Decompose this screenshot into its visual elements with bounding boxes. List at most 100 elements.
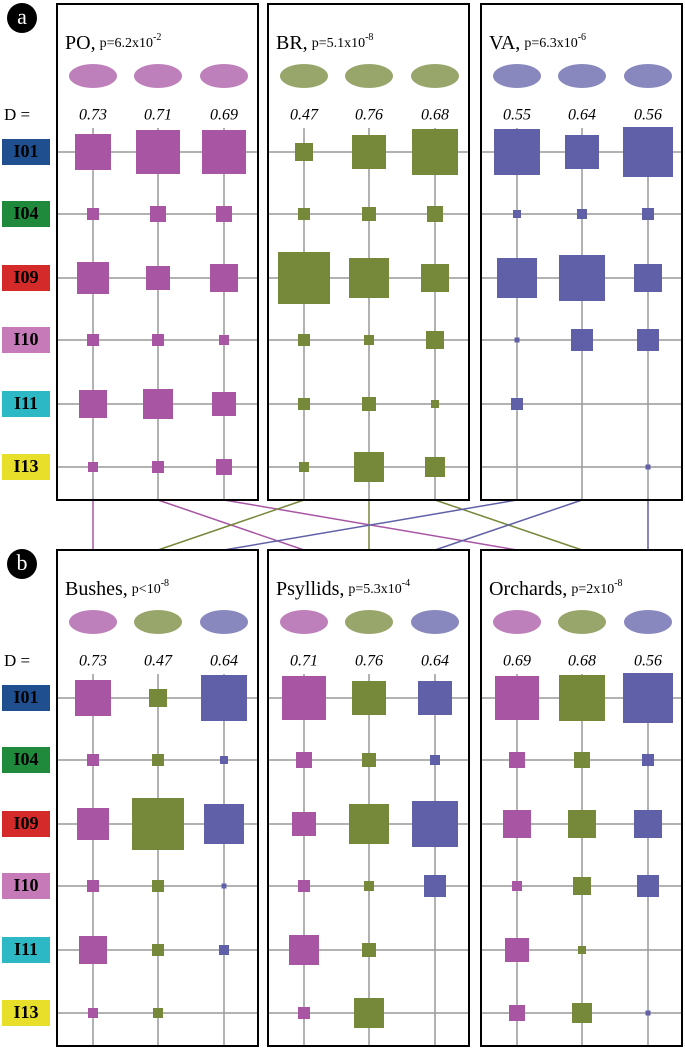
abundance-square xyxy=(88,462,98,472)
row-label-box xyxy=(2,139,50,165)
p-value: p=5.3x10 xyxy=(348,582,401,597)
abundance-square xyxy=(296,752,312,768)
abundance-square xyxy=(512,881,522,891)
abundance-square xyxy=(573,877,591,895)
abundance-square xyxy=(425,457,445,477)
group-box xyxy=(56,549,259,1047)
row-label-box xyxy=(2,391,50,417)
abundance-square xyxy=(623,127,673,177)
abundance-square xyxy=(216,459,232,475)
row-label: I11 xyxy=(14,393,38,413)
abundance-square xyxy=(298,208,310,220)
abundance-square xyxy=(559,255,605,301)
d-value: 0.71 xyxy=(290,653,318,670)
group-box xyxy=(267,549,470,1047)
icon xyxy=(69,64,117,88)
icon xyxy=(280,610,328,634)
d-value: 0.64 xyxy=(568,107,596,124)
row-label: I01 xyxy=(13,141,38,161)
connector xyxy=(223,499,518,551)
row-label: I09 xyxy=(13,813,38,833)
panel-badge xyxy=(7,549,37,579)
row-label: I13 xyxy=(13,456,38,476)
p-value: p=6.3x10 xyxy=(524,36,577,51)
p-exponent: -4 xyxy=(402,578,410,589)
icon xyxy=(493,610,541,634)
d-value: 0.68 xyxy=(421,107,449,124)
abundance-square xyxy=(354,452,384,482)
icon xyxy=(134,64,182,88)
abundance-square xyxy=(219,335,229,345)
icon xyxy=(134,610,182,634)
abundance-square xyxy=(513,210,521,218)
abundance-square xyxy=(289,935,319,965)
abundance-square xyxy=(509,1005,525,1021)
abundance-square xyxy=(565,135,599,169)
abundance-square xyxy=(634,264,662,292)
row-label-box xyxy=(2,685,50,711)
abundance-square xyxy=(578,946,586,954)
abundance-square xyxy=(212,392,236,416)
abundance-square xyxy=(362,943,376,957)
group-title: VA, p=6.3x10-6 xyxy=(489,32,586,54)
p-exponent: -2 xyxy=(153,32,161,43)
abundance-square xyxy=(87,208,99,220)
group-name: PO, xyxy=(65,32,96,54)
abundance-square xyxy=(352,681,386,715)
d-value: 0.56 xyxy=(634,107,662,124)
abundance-square xyxy=(153,1008,163,1018)
abundance-square xyxy=(637,329,659,351)
abundance-square xyxy=(152,944,164,956)
d-value: 0.76 xyxy=(355,107,383,124)
icon xyxy=(558,64,606,88)
abundance-square xyxy=(412,129,458,175)
abundance-square xyxy=(503,810,531,838)
abundance-square xyxy=(216,206,232,222)
group-box xyxy=(480,3,683,501)
row-label-box xyxy=(2,265,50,291)
abundance-square xyxy=(88,1008,98,1018)
p-value: p=5.1x10 xyxy=(312,36,365,51)
abundance-square xyxy=(354,998,384,1028)
panel-badge xyxy=(7,3,37,33)
row-label: I10 xyxy=(13,875,38,895)
abundance-square xyxy=(431,400,439,408)
abundance-square xyxy=(364,335,374,345)
group-title: Psyllids, p=5.3x10-4 xyxy=(276,578,410,600)
icon xyxy=(493,64,541,88)
abundance-square xyxy=(278,252,330,304)
row-label-box xyxy=(2,873,50,899)
abundance-square xyxy=(577,209,587,219)
icon xyxy=(345,610,393,634)
row-label: I11 xyxy=(14,939,38,959)
d-value: 0.64 xyxy=(421,653,449,670)
abundance-square xyxy=(87,754,99,766)
group-title: Orchards, p=2x10-8 xyxy=(489,578,623,600)
group-name: VA, xyxy=(489,32,520,54)
icon xyxy=(624,610,672,634)
abundance-square xyxy=(494,129,540,175)
p-value: p=6.2x10 xyxy=(100,36,153,51)
abundance-square xyxy=(430,755,440,765)
d-value: 0.47 xyxy=(144,653,173,670)
abundance-square xyxy=(424,875,446,897)
abundance-square xyxy=(220,756,228,764)
abundance-square xyxy=(298,880,310,892)
d-value: 0.73 xyxy=(79,107,107,124)
connector xyxy=(434,499,583,551)
abundance-square xyxy=(418,681,452,715)
d-label: D = xyxy=(4,105,30,124)
abundance-square xyxy=(349,804,389,844)
d-value: 0.69 xyxy=(503,653,531,670)
abundance-square xyxy=(574,752,590,768)
abundance-square xyxy=(623,673,673,723)
d-value: 0.64 xyxy=(210,653,238,670)
abundance-square xyxy=(634,810,662,838)
abundance-square xyxy=(292,812,316,836)
abundance-square xyxy=(295,143,313,161)
icon xyxy=(411,64,459,88)
row-label-box xyxy=(2,1000,50,1026)
d-value: 0.71 xyxy=(144,107,172,124)
p-exponent: -8 xyxy=(614,578,622,589)
